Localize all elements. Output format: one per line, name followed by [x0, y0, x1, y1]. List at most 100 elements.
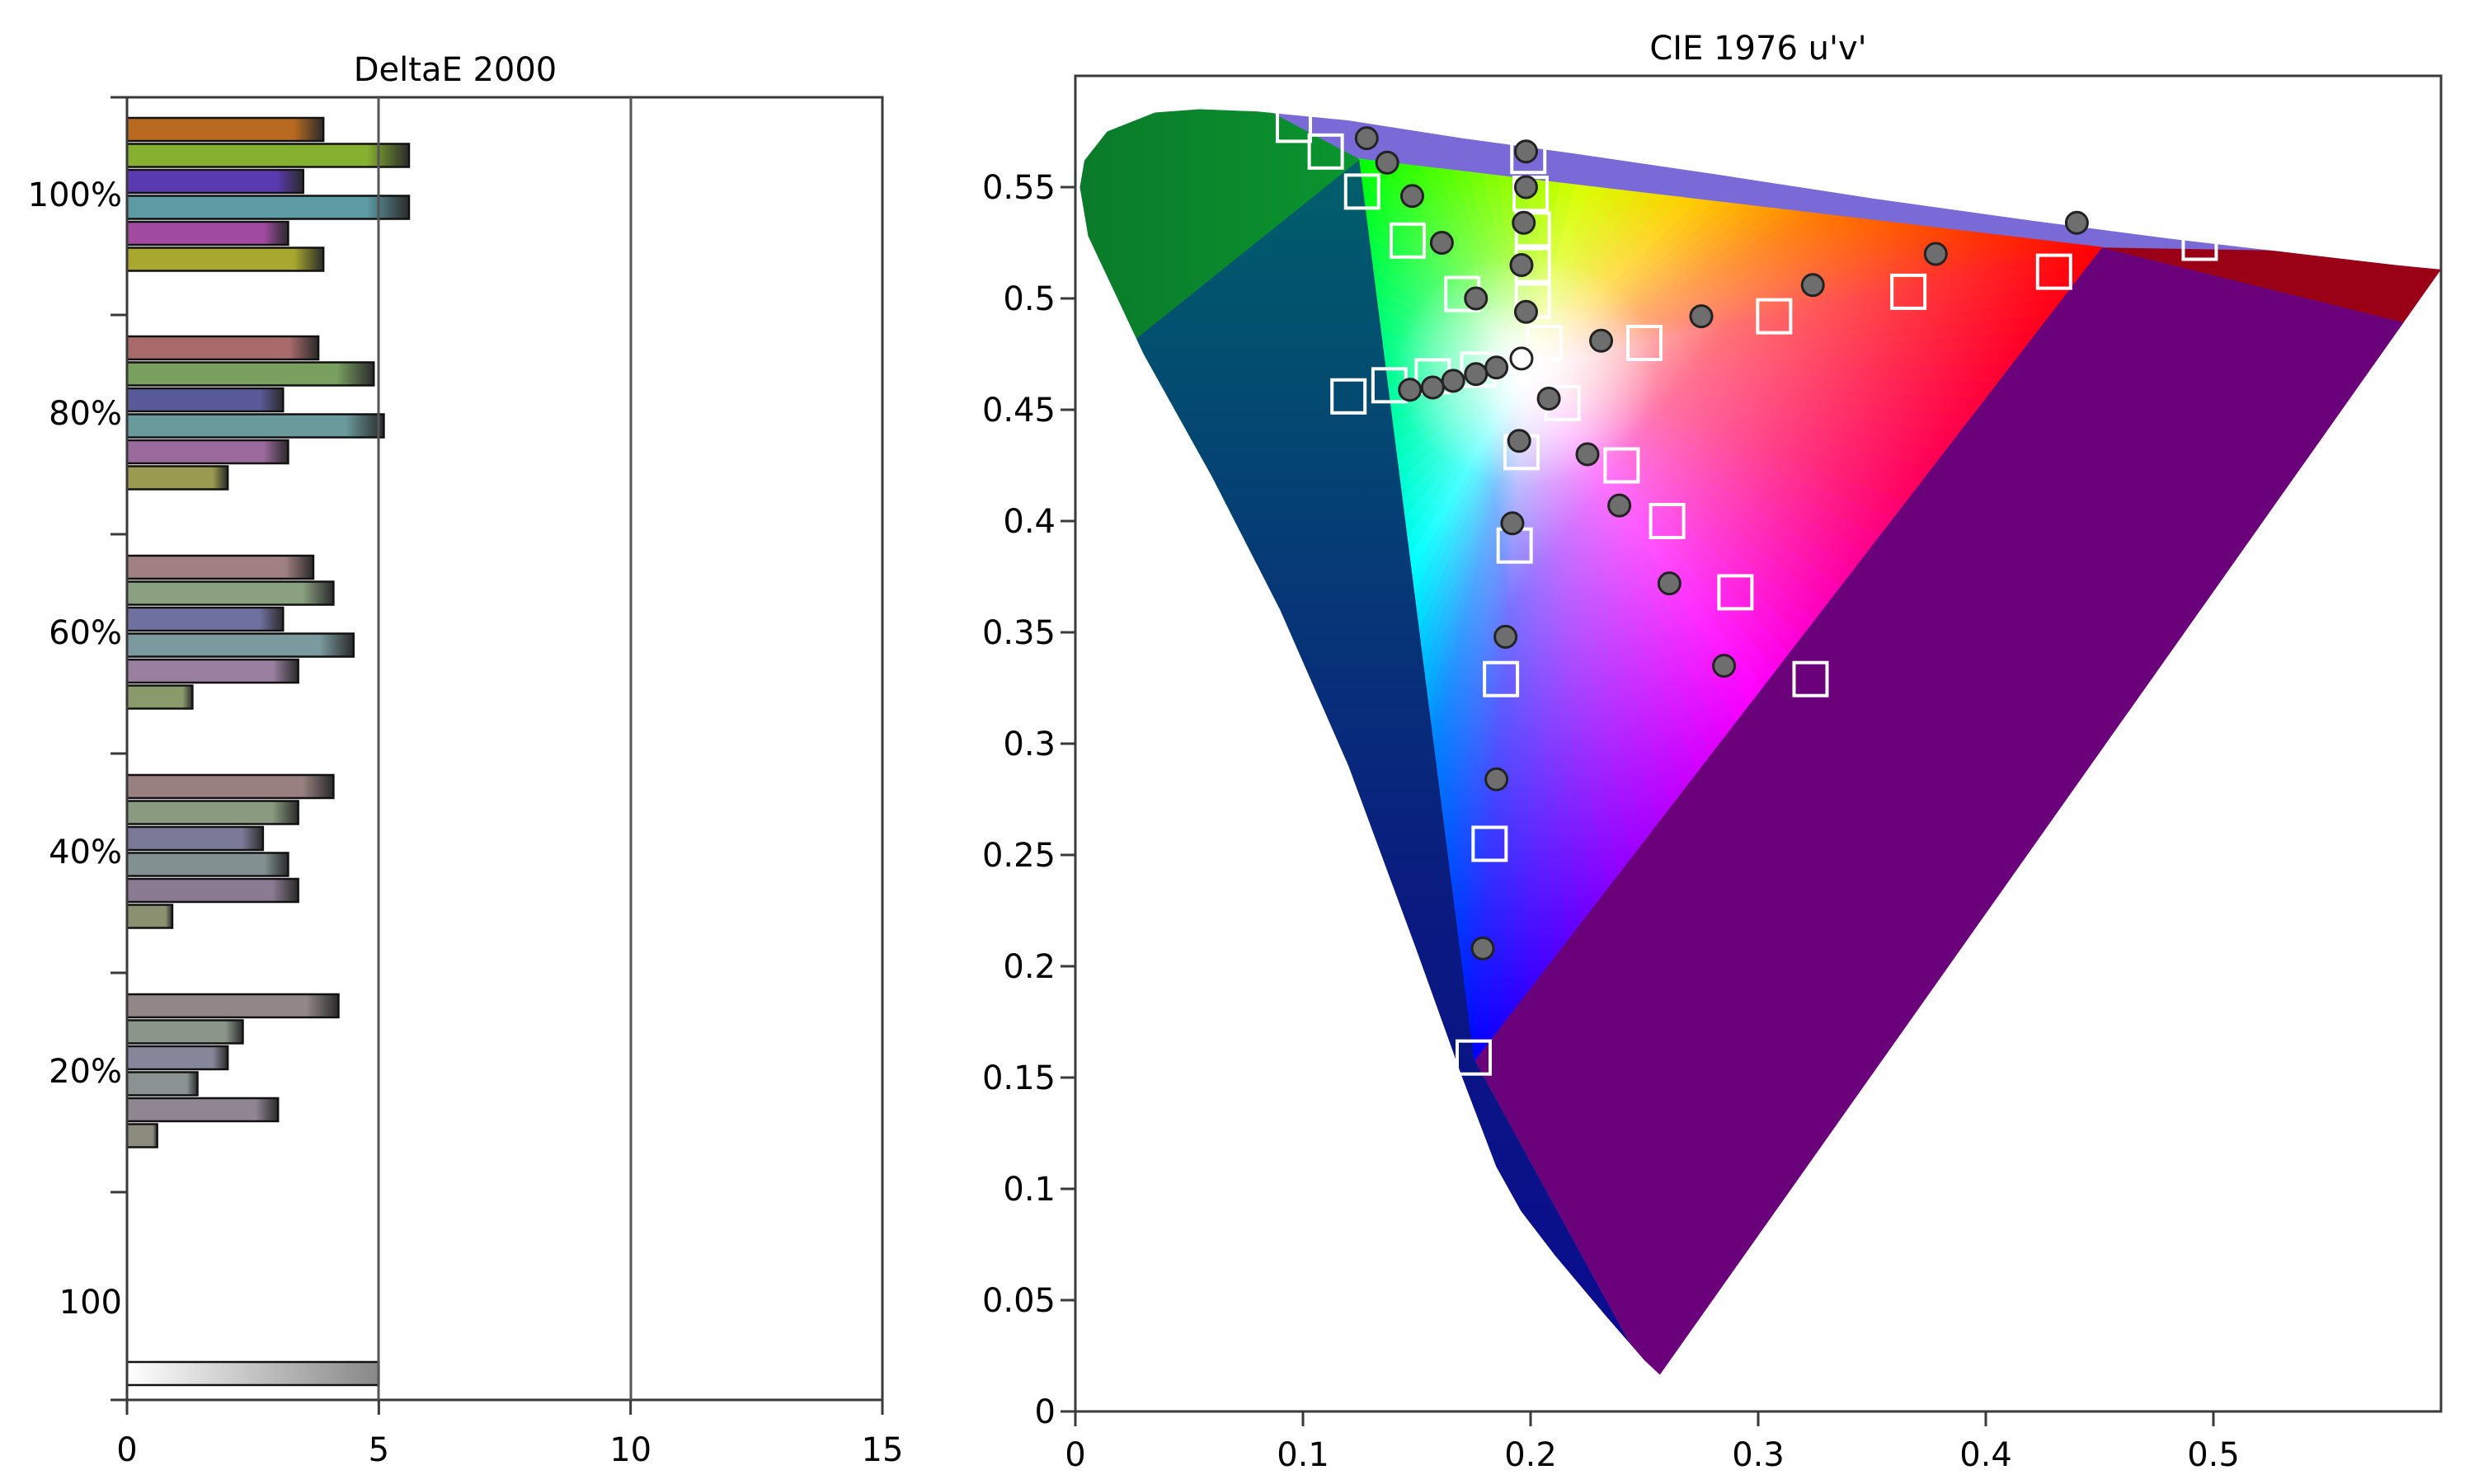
- cie-chart: CIE 1976 u'v' 0 0.1 0.2 0.3 0.4 0.5 00.050.10…: [982, 30, 2443, 1474]
- deltae-bar: [125, 247, 325, 272]
- target-marker: [1603, 447, 1640, 484]
- deltae-bar: [125, 904, 174, 929]
- measured-marker: [1429, 231, 1454, 255]
- deltae-bar: [125, 361, 375, 387]
- target-marker: [2181, 224, 2218, 261]
- measured-marker: [1464, 286, 1489, 311]
- measured-marker: [1513, 175, 1538, 200]
- cie-y-tick-label: 0.25: [982, 837, 1056, 875]
- deltae-bar: [125, 658, 299, 684]
- deltae-group-label: 100%: [28, 176, 122, 214]
- cie-y-tick-label: 0.15: [982, 1059, 1056, 1097]
- cie-y-tick-label: 0.05: [982, 1282, 1056, 1320]
- measured-marker: [1441, 369, 1465, 393]
- measured-marker: [1464, 362, 1489, 387]
- deltae-bar: [125, 825, 265, 852]
- deltae-bar: [125, 877, 299, 904]
- measured-marker: [1354, 126, 1379, 151]
- deltae-bar: [125, 852, 289, 877]
- deltae-bar: [125, 335, 320, 361]
- target-marker: [1343, 173, 1380, 210]
- measured-marker: [1513, 139, 1538, 164]
- cie-y-tick-label: 0.5: [1003, 280, 1056, 318]
- measured-marker: [1420, 375, 1445, 400]
- deltae-chart: DeltaE 2000 0 5 10 15 100% 80% 60% 40% 20% 100: [28, 51, 904, 1469]
- cie-y-tick-label: 0.45: [982, 392, 1056, 430]
- cie-chart-title: CIE 1976 u'v': [1649, 30, 1866, 68]
- deltae-x-tick-label: 15: [862, 1431, 904, 1469]
- deltae-bar: [125, 773, 335, 800]
- cie-y-axis: 0 0.05 0.1 0.15 0.2 0.25 0.3 0.35 0.4 0.45 0.5 0.55: [982, 169, 1075, 1431]
- deltae-bar: [125, 684, 194, 710]
- deltae-bars: [125, 116, 411, 1387]
- deltae-bar: [125, 1019, 244, 1045]
- deltae-bar: [125, 116, 325, 143]
- target-marker: [1792, 660, 1829, 697]
- deltae-bar: [125, 1045, 229, 1071]
- deltae-group-label: 80%: [49, 395, 122, 433]
- deltae-group-label: 20%: [49, 1053, 122, 1091]
- target-marker: [1275, 106, 1312, 143]
- measured-marker: [1507, 429, 1531, 453]
- target-marker: [2035, 253, 2072, 290]
- deltae-bar: [125, 465, 229, 491]
- measured-marker: [1607, 493, 1632, 518]
- deltae-chart-title: DeltaE 2000: [354, 51, 557, 89]
- cie-x-tick-label: 0.2: [1504, 1436, 1557, 1474]
- deltae-bar: [125, 220, 289, 247]
- target-marker: [1456, 1039, 1492, 1076]
- cie-x-tick-label: 0: [1065, 1436, 1085, 1474]
- deltae-bar: [125, 143, 411, 168]
- cie-y-tick-label: 0.3: [1003, 726, 1056, 763]
- target-marker: [1626, 325, 1663, 361]
- cie-y-tick-label: 0.4: [1003, 503, 1056, 541]
- target-marker: [1890, 273, 1927, 310]
- measured-marker: [1800, 273, 1825, 298]
- measured-marker: [1484, 767, 1509, 791]
- cie-x-tick-label: 0.4: [1959, 1436, 2012, 1474]
- measured-marker: [1509, 253, 1534, 277]
- deltae-bar: [125, 439, 289, 465]
- deltae-bar: [125, 1360, 380, 1387]
- target-marker: [1483, 660, 1520, 697]
- deltae-bar: [125, 554, 315, 580]
- deltae-bar: [125, 387, 285, 413]
- target-marker: [1389, 222, 1426, 259]
- deltae-bar: [125, 1097, 280, 1123]
- cie-y-tick-label: 0.35: [982, 614, 1056, 652]
- target-marker: [1717, 574, 1754, 611]
- measured-marker: [1589, 328, 1614, 353]
- measured-marker: [1536, 387, 1561, 411]
- measured-marker: [1470, 936, 1495, 960]
- cie-x-axis: 0 0.1 0.2 0.3 0.4 0.5: [1065, 1411, 2240, 1474]
- target-marker: [1330, 378, 1367, 415]
- target-marker: [1307, 133, 1344, 170]
- target-marker: [1526, 325, 1563, 361]
- deltae-x-tick-label: 10: [609, 1431, 651, 1469]
- deltae-bar: [125, 195, 411, 220]
- measured-marker: [1923, 242, 1948, 266]
- measured-marker: [1500, 511, 1525, 536]
- measured-marker: [1399, 184, 1424, 209]
- measured-marker: [2064, 210, 2089, 235]
- measured-marker: [1689, 304, 1714, 329]
- deltae-y-axis: 100% 80% 60% 40% 20% 100: [28, 96, 127, 1402]
- deltae-axes: [125, 96, 884, 1402]
- deltae-group-label: 100: [59, 1284, 122, 1322]
- cie-y-tick-label: 0.2: [1003, 948, 1056, 986]
- deltae-x-axis: 0 5 10 15: [116, 1400, 903, 1469]
- cie-y-tick-label: 0.55: [982, 169, 1056, 207]
- cie-markers: [1275, 106, 2218, 1076]
- white-point-marker: [1509, 346, 1534, 371]
- cie-x-tick-label: 0.1: [1277, 1436, 1329, 1474]
- target-marker: [1471, 825, 1508, 862]
- deltae-group-label: 60%: [49, 614, 122, 652]
- cie-y-tick-label: 0: [1035, 1393, 1056, 1431]
- cie-x-tick-label: 0.5: [2187, 1436, 2240, 1474]
- deltae-bar: [125, 413, 385, 439]
- target-marker: [1649, 503, 1686, 539]
- measured-marker: [1493, 624, 1518, 649]
- measured-marker: [1375, 150, 1399, 175]
- deltae-x-tick-label: 0: [116, 1431, 137, 1469]
- deltae-bar: [125, 1123, 158, 1148]
